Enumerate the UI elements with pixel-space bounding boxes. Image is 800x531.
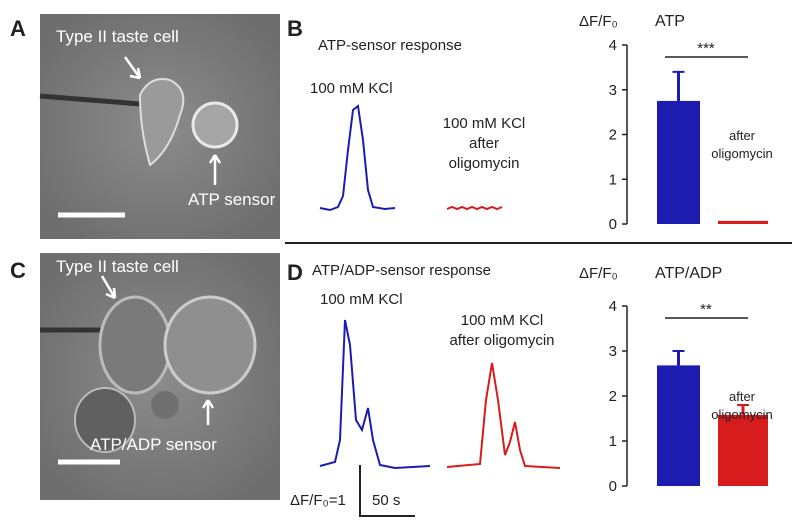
panel-letter: D xyxy=(287,260,303,285)
line: oligomycin xyxy=(449,155,520,172)
micrograph-c xyxy=(40,253,280,500)
sensor-label: ATP/ADP sensor xyxy=(90,435,217,454)
scale-label: 50 s xyxy=(372,492,400,509)
y-tick-label: 3 xyxy=(609,82,617,99)
chart-title: ATP xyxy=(655,13,685,30)
trace-label: 100 mM KCl xyxy=(320,291,403,308)
line: oligomycin xyxy=(711,407,772,422)
trace-label: 100 mM KCl xyxy=(310,80,393,97)
bar xyxy=(718,220,768,224)
significance: ** xyxy=(700,301,712,318)
line: after xyxy=(729,128,756,143)
y-tick-label: 2 xyxy=(609,388,617,405)
y-axis-label: ΔF/F₀ xyxy=(579,13,618,30)
bar xyxy=(718,414,768,486)
micrograph-a xyxy=(39,14,280,239)
y-tick-label: 2 xyxy=(609,127,617,144)
line: 100 mM KCl xyxy=(461,312,544,329)
panel-title: ATP-sensor response xyxy=(318,37,462,54)
trace xyxy=(319,319,431,470)
trace xyxy=(446,362,561,469)
panel-letter: C xyxy=(10,258,26,283)
y-tick-label: 4 xyxy=(609,298,617,315)
cell-label: Type II taste cell xyxy=(56,27,179,46)
line: after xyxy=(729,389,756,404)
scale-bar xyxy=(359,465,415,517)
scale-label: ΔF/F₀=1 xyxy=(290,492,346,509)
line: after xyxy=(469,135,499,152)
line: oligomycin xyxy=(711,146,772,161)
y-tick-label: 0 xyxy=(609,478,617,495)
bar xyxy=(657,100,700,224)
trace xyxy=(446,205,503,211)
line: after oligomycin xyxy=(449,332,554,349)
annotation: after oligomycin xyxy=(711,389,772,422)
trace-label: 100 mM KCl after oligomycin xyxy=(443,115,526,172)
panel-title: ATP/ADP-sensor response xyxy=(312,262,491,279)
sensor-label: ATP sensor xyxy=(188,190,276,209)
y-tick-label: 3 xyxy=(609,343,617,360)
significance: *** xyxy=(697,40,715,57)
chart-title: ATP/ADP xyxy=(655,265,722,282)
annotation: after oligomycin xyxy=(711,128,772,161)
trace xyxy=(319,104,396,212)
y-axis-label: ΔF/F₀ xyxy=(579,265,618,282)
panel-letter: B xyxy=(287,16,303,41)
bar xyxy=(657,365,700,486)
cell-label: Type II taste cell xyxy=(56,257,179,276)
panel-letter: A xyxy=(10,16,26,41)
y-tick-label: 0 xyxy=(609,216,617,233)
y-tick-label: 1 xyxy=(609,433,617,450)
y-tick-label: 4 xyxy=(609,37,617,54)
line: 100 mM KCl xyxy=(443,115,526,132)
trace-label: 100 mM KCl after oligomycin xyxy=(449,312,554,349)
y-tick-label: 1 xyxy=(609,171,617,188)
